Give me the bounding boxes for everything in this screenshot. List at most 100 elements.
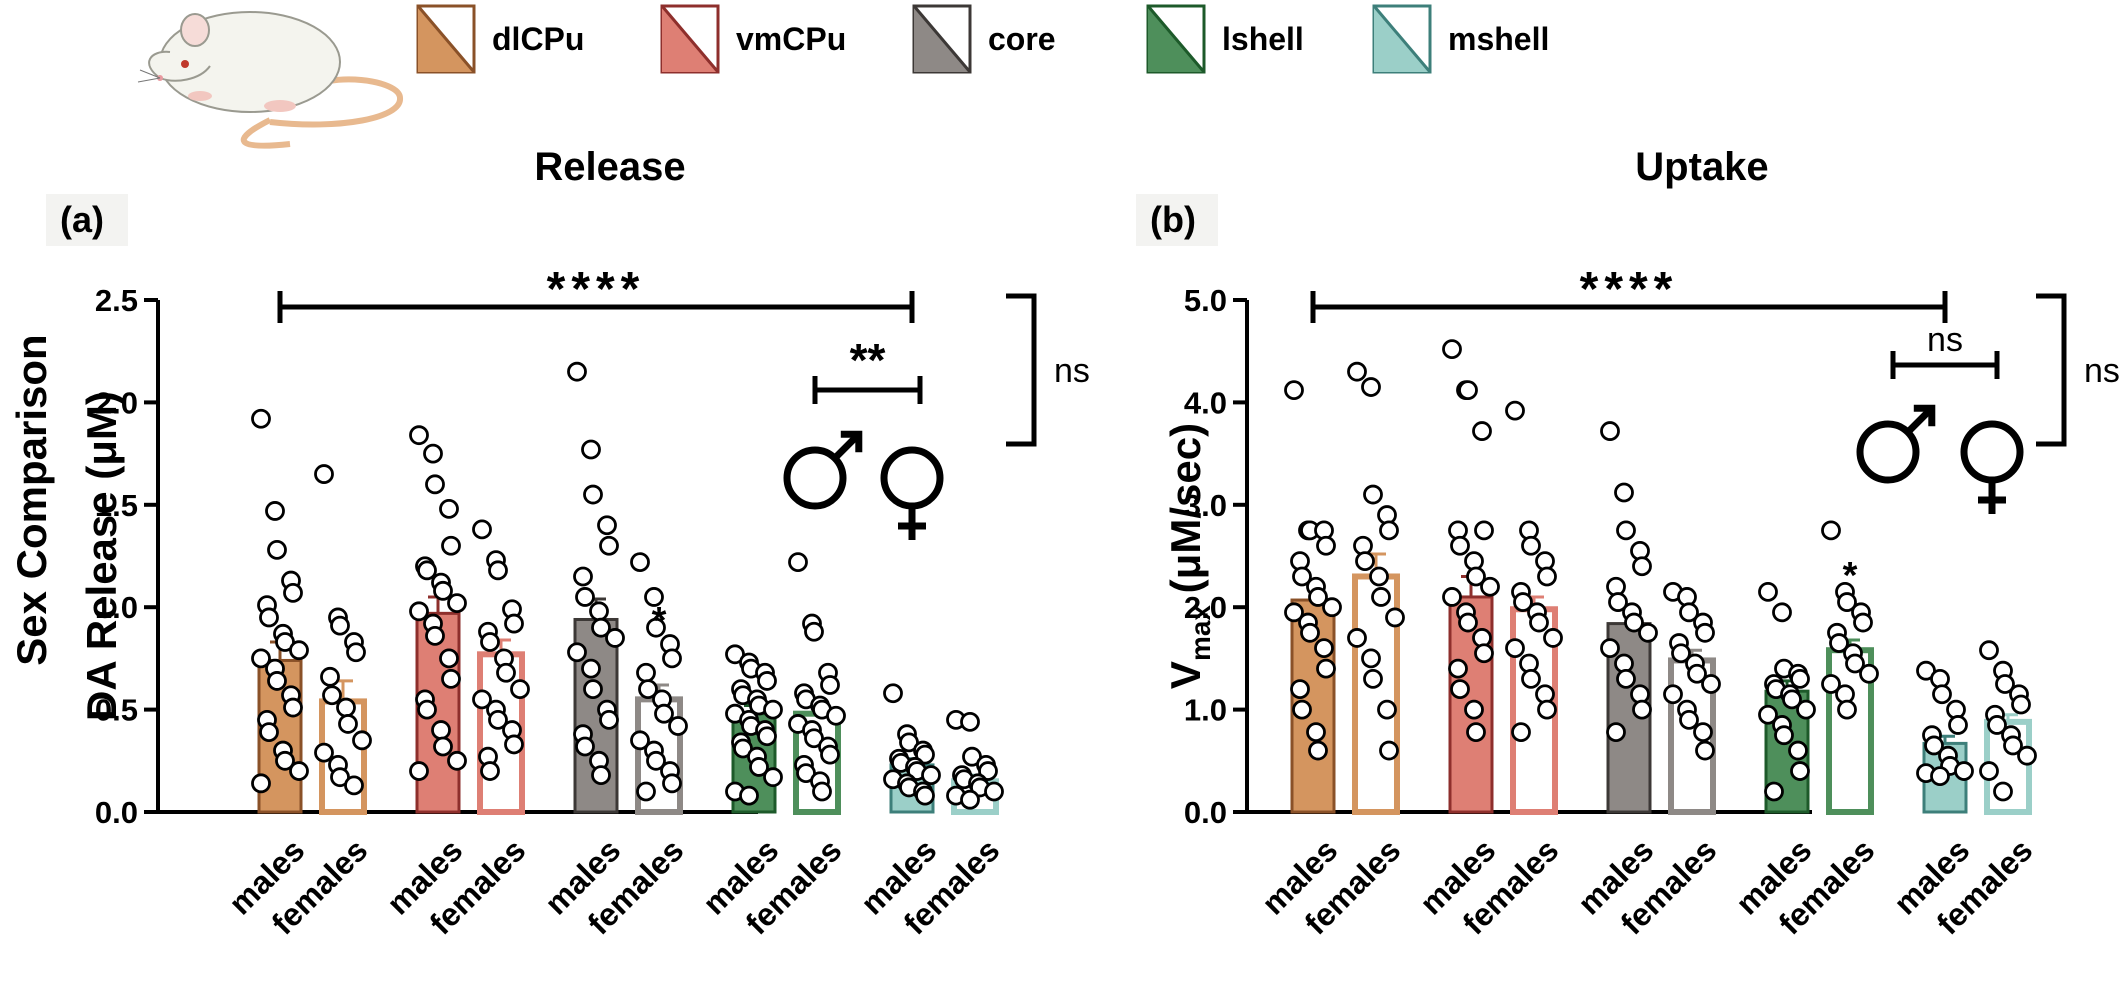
data-point — [1764, 781, 1784, 802]
sex-significance: ns — [1927, 321, 1963, 359]
data-point — [1987, 715, 2007, 735]
data-point — [1608, 592, 1628, 612]
data-point — [581, 439, 601, 460]
data-point — [1316, 658, 1336, 679]
data-point — [1979, 761, 1999, 781]
male-symbol-circle — [783, 446, 847, 510]
data-point — [599, 709, 619, 730]
data-point — [1853, 612, 1873, 633]
data-point — [439, 648, 459, 669]
data-point — [984, 781, 1004, 802]
bar-group-dlCPu-males — [251, 408, 309, 814]
data-point — [480, 632, 500, 652]
data-point — [439, 498, 459, 519]
legend-label-core: core — [988, 21, 1056, 57]
y-axis-label: Vmax (μM/sec) — [1162, 423, 1216, 689]
data-point — [605, 628, 625, 648]
data-point — [1355, 551, 1375, 572]
data-point — [583, 679, 603, 700]
bar-group-mshell-males — [883, 683, 941, 814]
data-point — [336, 697, 356, 718]
data-point — [646, 617, 666, 638]
bar-group-lshell-females: * — [1821, 520, 1879, 816]
data-point — [581, 658, 601, 679]
data-point — [289, 640, 309, 661]
data-point — [1837, 592, 1857, 612]
data-point — [1671, 643, 1691, 664]
bar-group-lshell-females — [788, 552, 846, 815]
data-point — [259, 607, 279, 628]
data-point — [1774, 725, 1794, 746]
male-symbol-circle — [1856, 420, 1920, 484]
panel-a-release: Release (a) 0.0 0.5 1.0 1.5 2.0 2.5 DA Release (… — [46, 145, 1090, 942]
bar-group-mshell-males — [1916, 660, 1974, 814]
data-point — [1606, 722, 1626, 743]
data-point — [1480, 576, 1500, 597]
bar-group-dlCPu-females — [1347, 361, 1405, 815]
data-point — [417, 699, 437, 720]
data-point — [1788, 740, 1808, 761]
data-point — [314, 742, 334, 763]
data-point — [344, 775, 364, 796]
data-point — [1361, 377, 1381, 397]
legend-label-lshell: lshell — [1222, 21, 1304, 57]
data-point — [883, 683, 903, 704]
data-point — [314, 464, 334, 484]
bar-group-vmCPu-males — [1442, 339, 1500, 814]
data-point — [1308, 740, 1328, 761]
data-point — [788, 552, 808, 573]
data-point — [1930, 766, 1950, 787]
bar-group-core-females — [1663, 581, 1721, 815]
legend-label-vmCPu: vmCPu — [736, 21, 846, 57]
data-point — [812, 781, 832, 802]
data-point — [804, 621, 824, 642]
data-point — [1363, 668, 1383, 689]
data-point — [668, 716, 688, 736]
data-point — [757, 726, 777, 747]
female-symbol-circle — [1960, 420, 2024, 484]
y-tick-label: 4.0 — [1184, 385, 1227, 420]
data-point — [1837, 699, 1857, 720]
y-tick-label: 0.0 — [1184, 795, 1227, 830]
y-tick-label: 2.5 — [95, 283, 138, 318]
data-point — [646, 750, 666, 771]
data-point — [1464, 699, 1484, 720]
data-point — [1695, 740, 1715, 761]
y-axis-label: DA Release (μM) — [78, 391, 125, 721]
data-point — [739, 785, 759, 806]
data-point — [1954, 761, 1974, 781]
data-point — [1513, 592, 1533, 612]
data-point — [1385, 607, 1405, 628]
data-point — [338, 714, 358, 734]
data-point — [441, 668, 461, 689]
data-point — [1790, 668, 1810, 689]
data-point — [1529, 612, 1549, 633]
data-point — [1466, 722, 1486, 743]
significance-marker: * — [652, 600, 667, 642]
data-point — [1758, 581, 1778, 602]
data-point — [423, 443, 443, 464]
data-point — [251, 408, 271, 429]
data-point — [1537, 699, 1557, 720]
data-point — [1632, 699, 1652, 720]
data-point — [1505, 400, 1525, 421]
overall-significance: **** — [1580, 263, 1679, 316]
data-point — [567, 361, 587, 382]
data-point — [441, 535, 461, 556]
data-point — [820, 675, 840, 695]
data-point — [654, 703, 674, 724]
legend-swatch-diagonal-core — [912, 5, 972, 73]
data-point — [630, 730, 650, 751]
panel-label: (b) — [1150, 199, 1196, 240]
data-point — [431, 720, 451, 740]
data-point — [915, 785, 935, 806]
data-point — [1948, 715, 1968, 735]
data-point — [409, 761, 429, 781]
data-point — [1758, 704, 1778, 725]
panel-label: (a) — [60, 199, 104, 240]
data-point — [1638, 622, 1658, 643]
data-point — [1600, 638, 1620, 659]
y-tick-label: 2.0 — [1184, 590, 1227, 625]
rat-illustration — [137, 11, 403, 149]
data-point — [283, 697, 303, 718]
